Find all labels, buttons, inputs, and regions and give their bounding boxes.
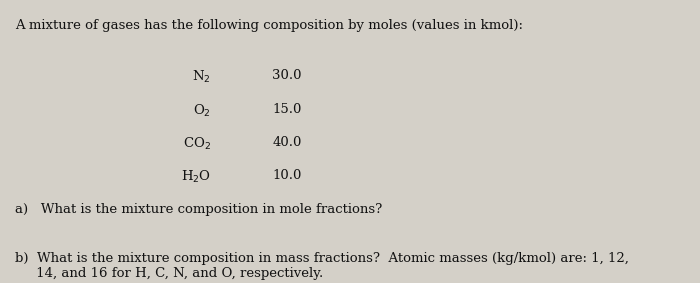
Text: a)   What is the mixture composition in mole fractions?: a) What is the mixture composition in mo… <box>15 203 382 216</box>
Text: O$_2$: O$_2$ <box>193 103 211 119</box>
Text: A mixture of gases has the following composition by moles (values in kmol):: A mixture of gases has the following com… <box>15 20 523 33</box>
Text: H$_2$O: H$_2$O <box>181 169 211 185</box>
Text: b)  What is the mixture composition in mass fractions?  Atomic masses (kg/kmol) : b) What is the mixture composition in ma… <box>15 252 629 265</box>
Text: 15.0: 15.0 <box>272 103 302 116</box>
Text: N$_2$: N$_2$ <box>193 69 211 85</box>
Text: 40.0: 40.0 <box>272 136 302 149</box>
Text: 14, and 16 for H, C, N, and O, respectively.: 14, and 16 for H, C, N, and O, respectiv… <box>15 267 323 280</box>
Text: 10.0: 10.0 <box>272 169 302 182</box>
Text: CO$_2$: CO$_2$ <box>183 136 211 152</box>
Text: 30.0: 30.0 <box>272 69 302 82</box>
